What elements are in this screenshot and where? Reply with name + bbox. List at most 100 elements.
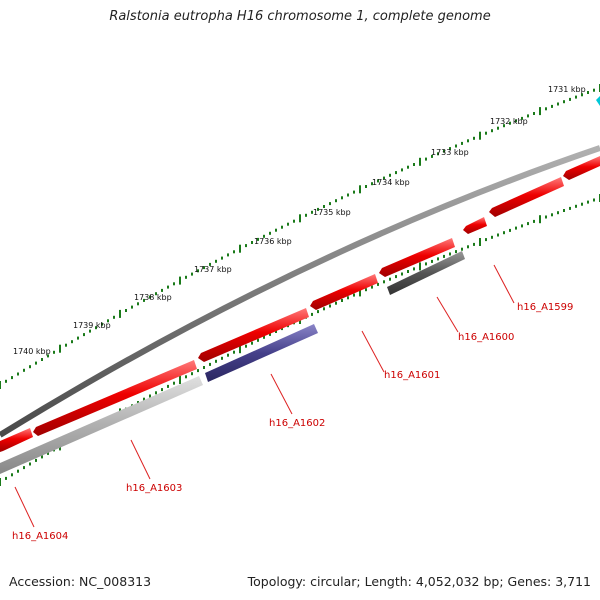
gene-label-h16-a1602[interactable]: h16_A1602 [269,418,325,429]
minor-tick [581,93,583,97]
minor-tick [311,312,313,316]
minor-tick [497,233,499,237]
minor-tick [461,247,463,251]
gene-label-h16-a1599[interactable]: h16_A1599 [517,302,573,313]
minor-tick [365,185,367,188]
minor-tick [209,362,211,366]
major-tick [299,214,301,223]
gene-labels: h16_A1599 h16_A1600 h16_A1601 h16_A1602 … [12,302,573,542]
minor-tick [377,282,379,286]
gene-label-h16-a1600[interactable]: h16_A1600 [458,332,514,343]
gene-h16-a1600[interactable] [387,251,465,295]
cds-arrow[interactable] [310,274,378,310]
minor-tick [95,326,97,330]
minor-tick [143,397,145,401]
minor-tick [455,250,457,254]
minor-tick [425,157,427,161]
minor-tick [383,280,385,284]
minor-tick [377,179,379,183]
minor-tick [521,116,523,120]
minor-tick [389,173,391,177]
minor-tick [401,272,403,276]
gene-h16-a1603[interactable] [0,376,203,474]
gene-label-h16-a1603[interactable]: h16_A1603 [126,483,182,494]
minor-tick [293,219,295,223]
minor-tick [347,296,349,300]
minor-tick [263,234,265,238]
gene-label-h16-a1604[interactable]: h16_A1604 [12,531,68,542]
major-tick [359,185,361,194]
minor-tick [497,126,499,130]
minor-tick [47,451,49,455]
minor-tick [371,285,373,289]
minor-tick [437,152,439,156]
minor-tick [161,288,163,292]
scale-label: 1736 kbp [254,237,292,246]
minor-tick [191,372,193,376]
minor-tick [587,91,589,94]
gene-h16-a1602[interactable] [205,324,318,382]
minor-tick [107,319,109,323]
minor-tick [389,277,391,281]
cds-arrow[interactable] [0,428,33,452]
topology-summary: Topology: circular; Length: 4,052,032 bp… [247,574,591,589]
minor-tick [5,379,7,383]
minor-tick [137,302,139,306]
minor-tick [587,200,589,204]
cds-arrow[interactable] [489,177,564,217]
minor-tick [233,250,235,254]
chromosome-backbone [0,145,600,438]
minor-tick [323,307,325,311]
minor-tick [257,237,259,241]
minor-tick [353,293,355,297]
minor-tick [221,356,223,360]
minor-tick [569,97,571,101]
gene-label-h16-a1601[interactable]: h16_A1601 [384,370,440,381]
minor-tick [365,288,367,292]
cds-arrow[interactable] [563,156,600,180]
minor-tick [251,241,253,244]
cyan-feature-marker[interactable] [596,96,600,106]
minor-tick [23,466,25,470]
minor-tick [467,245,469,249]
major-tick [419,157,421,166]
major-tick [479,238,481,246]
minor-tick [23,368,25,372]
minor-tick [431,259,433,263]
minor-tick [173,282,175,286]
minor-tick [185,275,187,279]
major-tick [239,244,241,253]
scale-label: 1731 kbp [548,85,586,94]
minor-tick [29,462,31,466]
cds-arrow[interactable] [379,238,455,277]
minor-tick [503,231,505,235]
minor-tick [557,102,559,106]
minor-tick [251,341,253,345]
minor-tick [341,196,343,200]
minor-tick [407,270,409,273]
minor-tick [227,353,229,357]
minor-tick [17,469,19,473]
minor-tick [473,136,475,140]
minor-tick [11,376,13,380]
minor-tick [11,473,13,477]
minor-tick [491,129,493,133]
minor-tick [155,391,157,395]
minor-tick [167,384,169,388]
minor-tick [407,165,409,169]
cds-arrow[interactable] [33,360,197,436]
minor-tick [173,381,175,385]
minor-tick [203,366,205,369]
minor-tick [149,394,151,398]
cds-arrow[interactable] [198,308,309,362]
minor-tick [413,163,415,166]
minor-tick [545,215,547,219]
minor-tick [413,267,415,271]
minor-tick [41,455,43,459]
major-tick [239,345,241,354]
inner-scale-ticks [0,194,600,486]
minor-tick [197,269,199,273]
minor-tick [551,104,553,108]
minor-tick [257,338,259,342]
cds-arrow[interactable] [463,217,487,234]
